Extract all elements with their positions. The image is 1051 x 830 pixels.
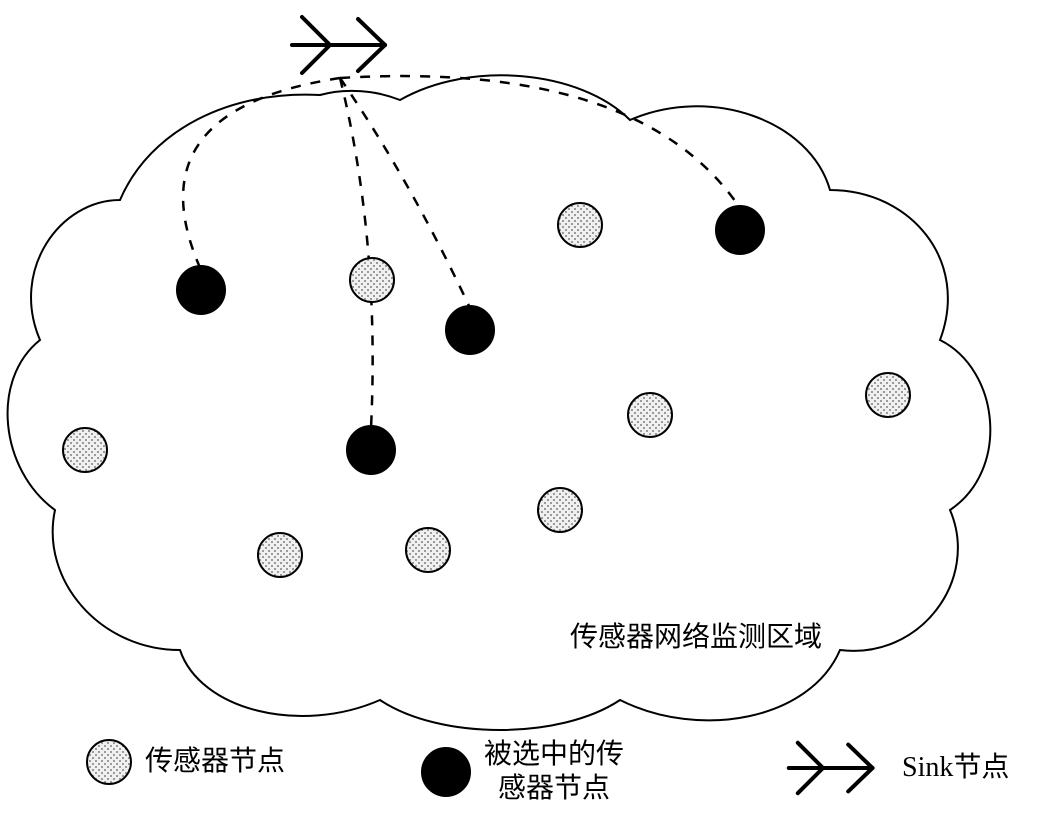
sensor-node — [406, 528, 450, 572]
legend-item-sink: Sink节点 — [780, 738, 1009, 798]
selected-sensor-node — [446, 306, 494, 354]
selected-sensor-node — [716, 206, 764, 254]
sink-icon — [292, 17, 385, 73]
legend-item-sensor: 传感器节点 — [85, 738, 285, 786]
sensor-node — [558, 203, 602, 247]
sensor-node — [63, 428, 107, 472]
sink-arrow-icon — [780, 738, 890, 798]
selected-sensor-node — [347, 426, 395, 474]
sensor-node — [350, 258, 394, 302]
sensor-node-icon — [85, 738, 133, 786]
legend-label: Sink节点 — [902, 751, 1009, 785]
cloud-boundary — [8, 75, 991, 730]
legend-item-selected: 被选中的传感器节点 — [420, 738, 624, 805]
sensor-node — [866, 373, 910, 417]
legend-label: 被选中的传感器节点 — [484, 738, 624, 805]
legend-label: 传感器节点 — [145, 745, 285, 779]
cloud-region-label: 传感器网络监测区域 — [570, 615, 822, 655]
selected-sensor-node — [177, 266, 225, 314]
sensor-nodes — [63, 203, 910, 577]
selected-nodes — [177, 206, 764, 474]
sensor-node — [258, 533, 302, 577]
sensor-node — [538, 488, 582, 532]
link-group — [183, 76, 740, 428]
sensor-node — [628, 393, 672, 437]
diagram-canvas — [0, 0, 1051, 830]
selected-node-icon — [420, 746, 472, 798]
